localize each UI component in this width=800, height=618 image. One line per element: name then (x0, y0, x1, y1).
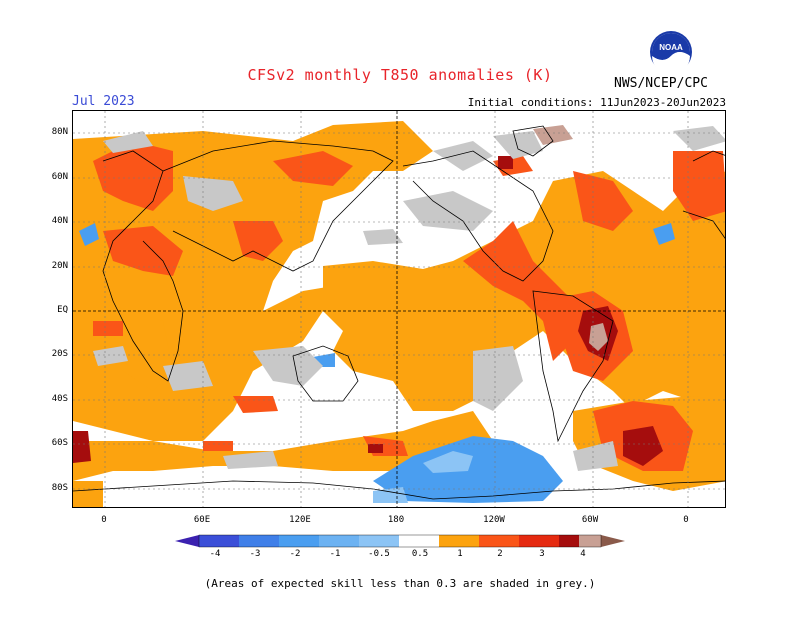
lat-label-20n: 20N (51, 261, 68, 271)
anomaly-redorange (93, 141, 725, 471)
agency-label: NWS/NCEP/CPC (614, 76, 708, 91)
colorbar-bin (239, 535, 279, 547)
coastlines (73, 125, 725, 500)
lon-label-0: 0 (101, 515, 107, 525)
colorbar-bin (519, 535, 559, 547)
lon-label-60e: 60E (193, 515, 211, 525)
colorbar-label: 2 (497, 549, 503, 559)
footnote: (Areas of expected skill less than 0.3 a… (204, 577, 596, 590)
lon-label-0-right: 0 (683, 515, 689, 525)
colorbar-arrow-left (175, 535, 199, 547)
colorbar-bin (279, 535, 319, 547)
lon-label-60w: 60W (581, 515, 599, 525)
lat-label-40s: 40S (51, 394, 68, 404)
lat-label-eq: EQ (57, 305, 68, 315)
initial-conditions: Initial conditions: 11Jun2023-20Jun2023 (467, 96, 726, 109)
colorbar-bin (359, 535, 399, 547)
colorbar-label: -3 (249, 549, 261, 559)
lat-label-80n: 80N (51, 127, 68, 137)
colorbar-label: -0.5 (368, 549, 390, 559)
colorbar-bin (399, 535, 439, 547)
equator-dateline (73, 111, 725, 507)
colorbar-label: 0.5 (411, 549, 429, 559)
colorbar-bin (579, 535, 601, 547)
forecast-month: Jul 2023 (72, 94, 135, 109)
lon-label-180: 180 (387, 515, 405, 525)
colorbar-label: 3 (539, 549, 545, 559)
colorbar-bin (559, 535, 579, 547)
colorbar-arrow-right (601, 535, 625, 547)
noaa-logo: NOAA (650, 31, 692, 74)
grid-lines (73, 111, 725, 507)
anomaly-lightblue (373, 451, 473, 503)
lon-label-120e: 120E (289, 515, 311, 525)
colorbar (175, 534, 625, 548)
colorbar-label: -2 (289, 549, 301, 559)
lat-label-60s: 60S (51, 438, 68, 448)
chart-title: CFSv2 monthly T850 anomalies (K) (247, 66, 553, 84)
lon-label-120w: 120W (483, 515, 505, 525)
colorbar-bin (439, 535, 479, 547)
lat-label-80s: 80S (51, 483, 68, 493)
colorbar-bin (479, 535, 519, 547)
anomaly-map (72, 110, 726, 508)
colorbar-label: -4 (209, 549, 221, 559)
colorbar-label: 4 (580, 549, 586, 559)
logo-text: NOAA (659, 43, 683, 52)
colorbar-label: -1 (329, 549, 341, 559)
colorbar-bin (199, 535, 239, 547)
anomaly-rose (533, 125, 608, 351)
colorbar-bin (319, 535, 359, 547)
lat-label-60n: 60N (51, 172, 68, 182)
colorbar-label: 1 (457, 549, 463, 559)
lat-label-20s: 20S (51, 349, 68, 359)
map-svg (73, 111, 725, 507)
lat-label-40n: 40N (51, 216, 68, 226)
